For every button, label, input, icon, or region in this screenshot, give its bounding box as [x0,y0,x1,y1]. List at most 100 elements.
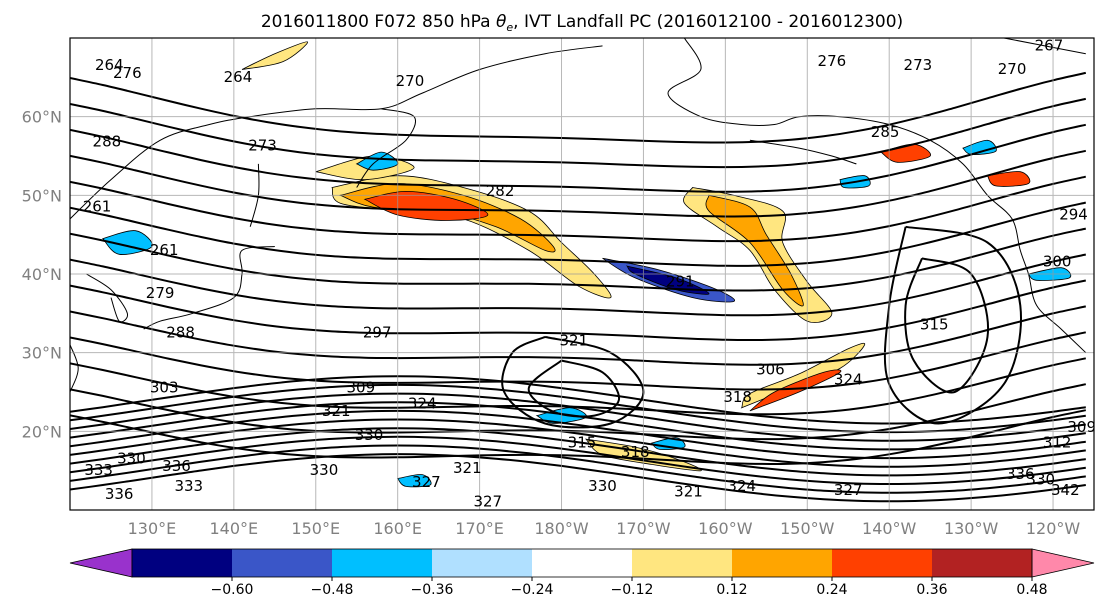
y-tick-labels: 20°N 30°N 40°N 50°N 60°N [22,108,62,442]
colorbar-swatch [532,549,633,577]
contour-label: 318 [621,443,650,461]
coastline [356,108,417,188]
contour-label: 336 [1006,465,1035,483]
contour-line [70,123,1087,193]
theta-e-contours [70,71,1087,503]
contour-label: 270 [396,72,425,90]
contour-label: 282 [486,182,515,200]
contour-label: 327 [473,493,502,511]
contour-label: 300 [1043,253,1072,271]
contour-label: 303 [150,379,179,397]
contour-label: 288 [166,324,195,342]
colorbar-tick-label: 0.12 [716,582,747,598]
contour-label: 318 [723,388,752,406]
colorbar-swatch [232,549,333,577]
contour-label: 324 [834,371,863,389]
pc-region [749,369,842,412]
contour-label: 267 [1035,36,1064,54]
x-tick-label: 130°E [128,519,177,538]
contour-label: 276 [818,52,847,70]
map-frame [69,37,1095,511]
colorbar-tick-label: 0.48 [1016,582,1047,598]
contour-line [70,375,1086,425]
chart-title: 2016011800 F072 850 hPa θe, IVT Landfall… [261,12,903,34]
pc-region [241,41,309,70]
contour-label: 321 [453,459,482,477]
contour-label: 261 [83,198,112,216]
contour-label: 315 [920,316,949,334]
contour-label: 264 [95,56,124,74]
x-tick-label: 140°E [210,519,259,538]
colorbar-frame [131,548,1033,578]
x-tick-label: 150°W [780,519,835,538]
colorbar-swatch [832,549,933,577]
contour-line [70,227,1087,292]
contour-label: 330 [355,426,384,444]
contour-line [70,331,1087,391]
x-tick-label: 120°W [1026,519,1081,538]
colorbar-swatch [932,549,1033,577]
contour-label: 333 [84,461,113,479]
contour-label: 309 [346,379,375,397]
contour-line [70,305,1087,366]
x-tick-label: 170°E [455,519,504,538]
contour-label: 330 [310,461,339,479]
coastline [667,38,1087,354]
contour-line [70,435,1086,486]
pc-region [625,265,710,295]
contour-line [70,427,1086,477]
contour-label: 261 [150,241,179,259]
colorbar-tick-label: 0.36 [916,582,947,598]
contour-label: 330 [1026,471,1055,489]
contour-label: 321 [322,402,351,420]
colorbar-swatch [432,549,533,577]
x-tick-label: 160°E [373,519,422,538]
contour-label: 315 [568,434,597,452]
contour-label: 294 [1059,206,1088,224]
contour-label: 309 [1067,418,1096,436]
contour-line [70,149,1087,218]
contour-line [70,392,1086,442]
contour-line [70,201,1087,267]
y-tick-label: 60°N [22,108,62,127]
colorbar-tick-label: −0.12 [611,582,654,598]
contour-label: 336 [105,485,134,503]
contour-label: 336 [162,457,191,475]
colorbar-extend-min [69,548,133,578]
contour-label: 330 [117,449,146,467]
pc-region [705,194,804,307]
colorbar-tick-label: −0.36 [411,582,454,598]
coastline [70,344,79,394]
y-tick-label: 20°N [22,422,62,441]
contour-label: 327 [412,473,441,491]
contour-label: 342 [1051,481,1080,499]
coastline [86,273,128,323]
colorbar-swatch [732,549,833,577]
pc-region [396,474,432,488]
contour-label: 321 [674,482,703,500]
x-tick-label: 140°W [862,519,917,538]
contour-label: 288 [93,132,122,150]
contour-label: 306 [756,360,785,378]
y-tick-label: 40°N [22,265,62,284]
contour-label: 333 [174,477,203,495]
coastline [1003,38,1086,55]
contour-label: 270 [998,60,1027,78]
contour-label: 330 [588,477,617,495]
contour-label: 291 [666,272,695,290]
colorbar-tick-label: 0.24 [816,582,847,598]
y-tick-label: 30°N [22,344,62,363]
contour-line [70,453,1086,503]
pc-region [986,171,1031,187]
contour-line [70,97,1087,169]
contour-label: 279 [146,284,175,302]
contour-label: 273 [248,136,277,154]
contour-label: 321 [559,331,588,349]
x-tick-label: 150°E [291,519,340,538]
contour-line [70,409,1086,460]
colorbar-tick-label: −0.48 [311,582,354,598]
contour-label: 276 [113,64,142,82]
contour-label: 327 [834,481,863,499]
